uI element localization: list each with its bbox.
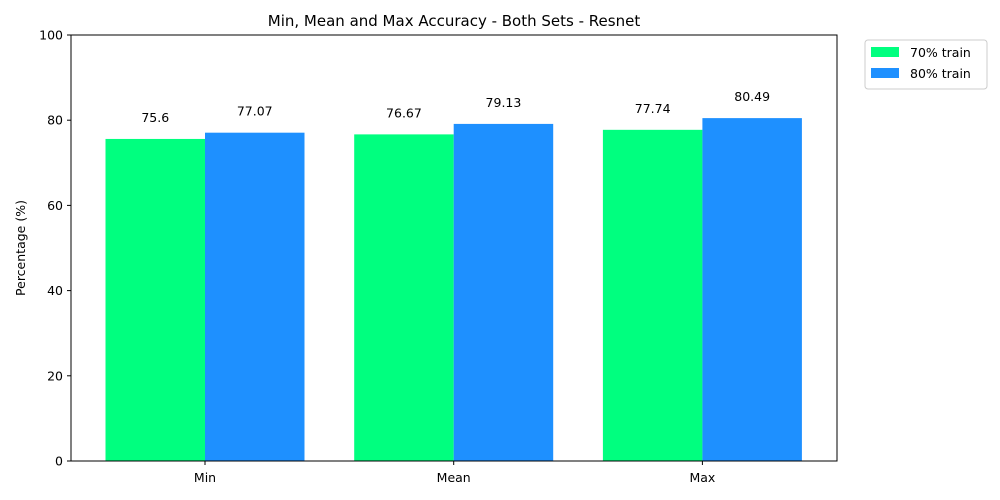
x-tick-label: Max — [689, 470, 715, 485]
bar-80-min — [205, 132, 305, 461]
plot-frame — [70, 34, 838, 462]
y-axis-label: Percentage (%) — [13, 200, 28, 296]
bar-value-label: 80.49 — [734, 89, 770, 104]
x-tick-label: Min — [194, 470, 216, 485]
y-tick-label: 40 — [47, 283, 63, 298]
legend-swatch — [871, 68, 899, 78]
y-tick-label: 20 — [47, 368, 63, 383]
bar-value-label: 76.67 — [386, 105, 422, 120]
y-tick-label: 80 — [47, 113, 63, 128]
bar-value-label: 77.74 — [635, 101, 671, 116]
bar-80-mean — [453, 123, 554, 462]
bar-70-min — [105, 138, 205, 461]
bars-group: 75.6 77.07 76.67 79.13 77.74 80.49 — [105, 89, 802, 462]
bar-value-label: 79.13 — [486, 95, 522, 110]
bar-value-label: 77.07 — [237, 104, 273, 119]
y-axis: 0 20 40 60 80 100 — [39, 28, 71, 469]
chart-title: Min, Mean and Max Accuracy - Both Sets -… — [268, 12, 641, 30]
x-tick-label: Mean — [437, 470, 471, 485]
x-axis: Min Mean Max — [194, 461, 715, 485]
bar-70-mean — [354, 134, 454, 461]
y-tick-label: 60 — [47, 198, 63, 213]
bar-80-max — [702, 118, 802, 461]
y-tick-label: 100 — [39, 28, 63, 43]
y-tick-label: 0 — [55, 454, 63, 469]
legend: 70% train 80% train — [864, 39, 988, 90]
legend-label: 80% train — [910, 66, 971, 81]
bar-value-label: 75.6 — [141, 110, 169, 125]
legend-label: 70% train — [910, 45, 971, 60]
legend-swatch — [871, 47, 899, 57]
bar-70-max — [602, 129, 703, 461]
